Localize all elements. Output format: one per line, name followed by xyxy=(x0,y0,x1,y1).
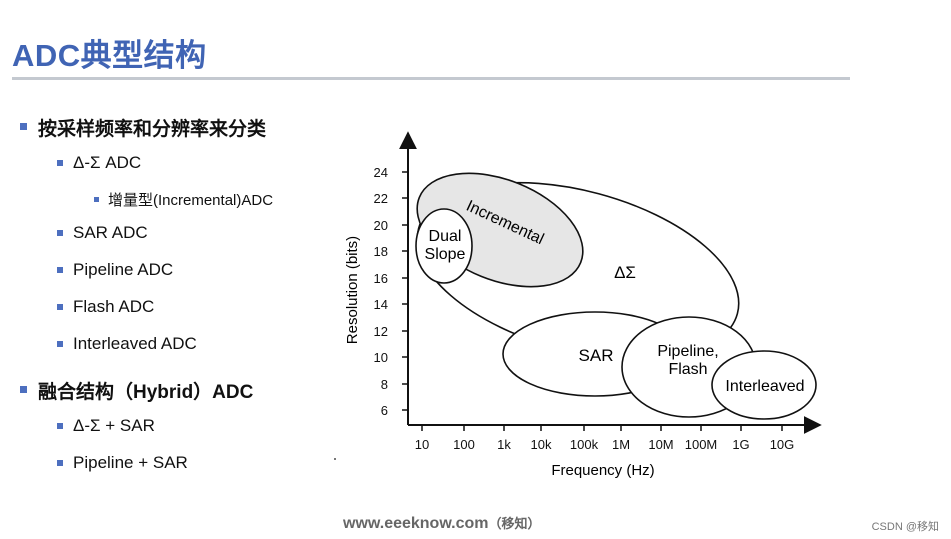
y-tick-label: 12 xyxy=(374,324,388,339)
x-tick-label: 100 xyxy=(453,437,475,452)
x-tick-label: 1M xyxy=(612,437,630,452)
x-tick-label: 10 xyxy=(415,437,429,452)
bullet-square-icon xyxy=(57,160,63,166)
bullet-square-icon xyxy=(57,460,63,466)
x-tick-label: 100k xyxy=(570,437,599,452)
bullet-flash: Flash ADC xyxy=(73,297,155,316)
bullet-square-icon xyxy=(57,423,63,429)
footer-note: （移知） xyxy=(488,516,541,531)
bullet-pipeline-sar: Pipeline + SAR xyxy=(73,453,188,472)
x-tick-label: 10M xyxy=(648,437,673,452)
bullet-interleaved: Interleaved ADC xyxy=(73,334,197,353)
dual-slope-region xyxy=(415,208,473,284)
x-tick-label: 1G xyxy=(732,437,749,452)
slide-title: ADC典型结构 xyxy=(12,38,207,73)
y-tick-labels: 24 22 20 18 16 14 12 10 8 6 xyxy=(374,165,388,418)
bullet-hybrid: 融合结构（Hybrid）ADC xyxy=(38,382,254,403)
x-tick-label: 100M xyxy=(685,437,718,452)
y-tick-label: 22 xyxy=(374,191,388,206)
title-divider xyxy=(12,77,850,80)
adc-architecture-diagram: 24 22 20 18 16 14 12 10 8 6 10 100 1k 10… xyxy=(344,131,822,479)
y-tick-label: 14 xyxy=(374,297,388,312)
y-tick-label: 6 xyxy=(381,403,388,418)
stray-dot xyxy=(334,458,336,460)
interleaved-label: Interleaved xyxy=(725,378,804,395)
bullet-square-icon xyxy=(57,230,63,236)
sar-label: SAR xyxy=(579,346,614,365)
watermark-credit: CSDN @移知 xyxy=(871,521,939,533)
pipeline-flash-label: Pipeline, xyxy=(657,343,718,360)
pipeline-flash-label: Flash xyxy=(668,361,707,378)
delta-sigma-label: ΔΣ xyxy=(614,263,636,282)
interleaved-region xyxy=(711,350,817,420)
bullet-square-icon xyxy=(20,386,27,393)
bullet-sar: SAR ADC xyxy=(73,223,148,242)
bullet-delta-sigma-sar: Δ-Σ + SAR xyxy=(73,416,155,435)
bullet-square-icon xyxy=(20,123,27,130)
y-tick-label: 24 xyxy=(374,165,388,180)
x-tick-marks xyxy=(421,425,783,431)
footer-site: www.eeeknow.com xyxy=(343,515,489,532)
bullet-square-icon xyxy=(57,267,63,273)
bullet-square-icon xyxy=(57,304,63,310)
x-tick-label: 10G xyxy=(770,437,795,452)
y-tick-label: 18 xyxy=(374,244,388,259)
bullet-square-icon xyxy=(94,197,99,202)
y-tick-marks xyxy=(402,171,408,411)
y-tick-label: 8 xyxy=(381,377,388,392)
y-axis-label: Resolution (bits) xyxy=(344,236,361,344)
footer-source: www.eeeknow.com（移知） xyxy=(343,513,541,533)
x-axis-label: Frequency (Hz) xyxy=(551,462,654,479)
bullet-delta-sigma: Δ-Σ ADC xyxy=(73,153,142,172)
x-tick-label: 10k xyxy=(531,437,552,452)
bullet-pipeline: Pipeline ADC xyxy=(73,260,174,279)
x-tick-labels: 10 100 1k 10k 100k 1M 10M 100M 1G 10G xyxy=(415,437,795,452)
dual-slope-label: Dual xyxy=(429,228,462,245)
bullet-incremental: 增量型(Incremental)ADC xyxy=(108,192,274,209)
y-tick-label: 10 xyxy=(374,350,388,365)
bullet-classification: 按采样频率和分辨率来分类 xyxy=(38,119,267,140)
x-tick-label: 1k xyxy=(497,437,511,452)
dual-slope-label: Slope xyxy=(425,246,466,263)
bullet-square-icon xyxy=(57,341,63,347)
y-tick-label: 20 xyxy=(374,218,388,233)
y-tick-label: 16 xyxy=(374,271,388,286)
